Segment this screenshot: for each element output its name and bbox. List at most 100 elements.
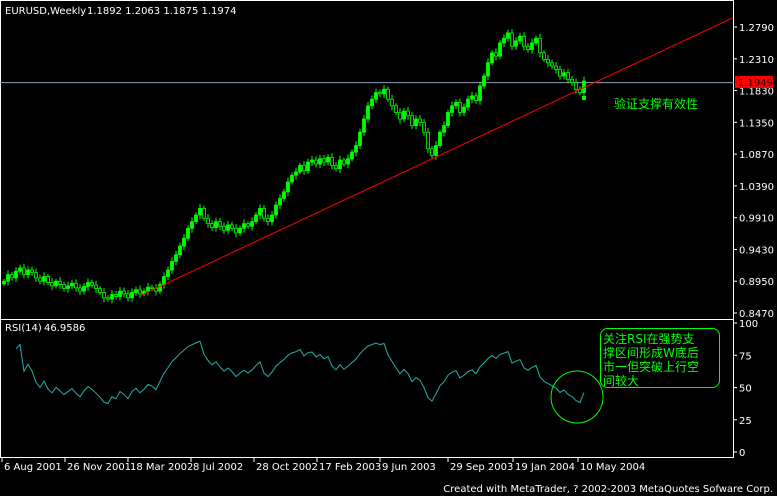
candle-body xyxy=(294,171,298,176)
candle-body xyxy=(214,221,218,228)
marker-square xyxy=(582,96,586,100)
candle-body xyxy=(266,217,270,223)
candle-body xyxy=(358,131,362,146)
candle-body xyxy=(158,284,162,292)
candle-body xyxy=(522,35,526,47)
time-tick-label: 17 Feb 2003 xyxy=(319,462,381,473)
candle-body xyxy=(514,40,518,47)
price-tick-label: 0.9430 xyxy=(739,245,774,256)
candle-body xyxy=(322,158,326,163)
ohlc-values: 1.1892 1.2063 1.1875 1.1974 xyxy=(87,6,237,17)
rsi-tick-label: 50 xyxy=(739,384,752,395)
candle-body xyxy=(298,164,302,173)
candle-body xyxy=(34,272,38,279)
candle-body xyxy=(210,223,214,228)
candle-body xyxy=(170,260,174,271)
candle-body xyxy=(178,245,182,256)
candle-body xyxy=(126,293,130,299)
candle-body xyxy=(342,159,346,165)
candle-body xyxy=(414,118,418,127)
candle-body xyxy=(138,289,142,295)
candle-body xyxy=(410,115,414,127)
candle-body xyxy=(402,110,406,120)
candle-body xyxy=(30,269,34,274)
rsi-tick-label: 75 xyxy=(739,351,752,362)
candle-body xyxy=(150,286,154,289)
candle-body xyxy=(526,45,530,50)
candle-body xyxy=(446,112,450,127)
candle-body xyxy=(222,225,226,231)
price-tick-label: 1.0390 xyxy=(739,182,774,193)
rsi-tick-label: 0 xyxy=(739,448,745,459)
candle-body xyxy=(66,285,70,289)
candle-body xyxy=(250,221,254,227)
candle-body xyxy=(226,224,230,231)
candle-body xyxy=(530,42,534,50)
candle-body xyxy=(434,145,438,156)
candle-body xyxy=(230,224,234,229)
candle-body xyxy=(146,286,150,292)
candle-body xyxy=(418,118,422,123)
price-tick-label: 1.0870 xyxy=(739,150,774,161)
candle-body xyxy=(206,217,210,225)
candle-body xyxy=(330,157,334,166)
candle-body xyxy=(438,131,442,146)
price-tick-label: 0.8470 xyxy=(739,309,774,320)
candle-body xyxy=(218,221,222,227)
candle-body xyxy=(482,75,486,87)
candle-body xyxy=(286,181,290,193)
candle-body xyxy=(190,221,194,229)
current-price-text: 1.1949 xyxy=(738,78,773,89)
price-tick-label: 1.1830 xyxy=(739,87,774,98)
candle-body xyxy=(510,32,514,47)
candle-body xyxy=(110,294,114,300)
candle-body xyxy=(258,207,262,216)
rsi-tick-label: 100 xyxy=(739,319,758,330)
candle-body xyxy=(562,72,566,77)
candle-body xyxy=(386,88,390,100)
candle-body xyxy=(22,267,26,276)
candle-body xyxy=(534,37,538,44)
candle-body xyxy=(490,52,494,64)
candle-body xyxy=(78,287,82,292)
candle-body xyxy=(366,105,370,120)
candle-body xyxy=(338,159,342,170)
candle-body xyxy=(50,282,54,287)
candle-body xyxy=(270,214,274,223)
candle-body xyxy=(542,52,546,60)
price-tick-label: 1.1350 xyxy=(739,118,774,129)
candle-body xyxy=(426,131,430,150)
candle-body xyxy=(86,282,90,287)
chart-frame xyxy=(0,0,734,458)
rsi-note-line: 市一但突破上行空 xyxy=(603,359,699,374)
rsi-value: 46.9586 xyxy=(44,323,85,334)
time-tick-label: 6 Aug 2001 xyxy=(4,462,62,473)
price-note: 验证支撑有效性 xyxy=(614,96,698,111)
candle-body xyxy=(302,164,306,172)
rsi-line xyxy=(15,340,585,404)
candle-body xyxy=(282,191,286,199)
price-axis: 1.2790 1.2310 1.1830 1.1350 1.0870 1.0390 0.99… xyxy=(734,23,774,320)
candle-body xyxy=(262,207,266,219)
candle-body xyxy=(462,106,466,113)
footer-credit: Created with MetaTrader, ? 2002-2003 Met… xyxy=(443,484,773,495)
candle-body xyxy=(134,289,138,293)
support-trendline[interactable] xyxy=(139,17,734,297)
candle-body xyxy=(70,282,74,287)
candle-body xyxy=(550,62,554,67)
candle-body xyxy=(46,276,50,283)
candle-body xyxy=(2,280,6,285)
candle-body xyxy=(350,151,354,160)
rsi-note-line: 关注RSI在强势支 xyxy=(603,331,695,346)
candle-body xyxy=(474,95,478,101)
candle-body xyxy=(430,148,434,156)
candle-body xyxy=(98,288,102,293)
candle-body xyxy=(42,276,46,282)
candle-body xyxy=(186,227,190,239)
price-tick-label: 1.2310 xyxy=(739,55,774,66)
candle-body xyxy=(406,110,410,117)
candle-body xyxy=(502,37,506,44)
candle-body xyxy=(334,164,338,170)
